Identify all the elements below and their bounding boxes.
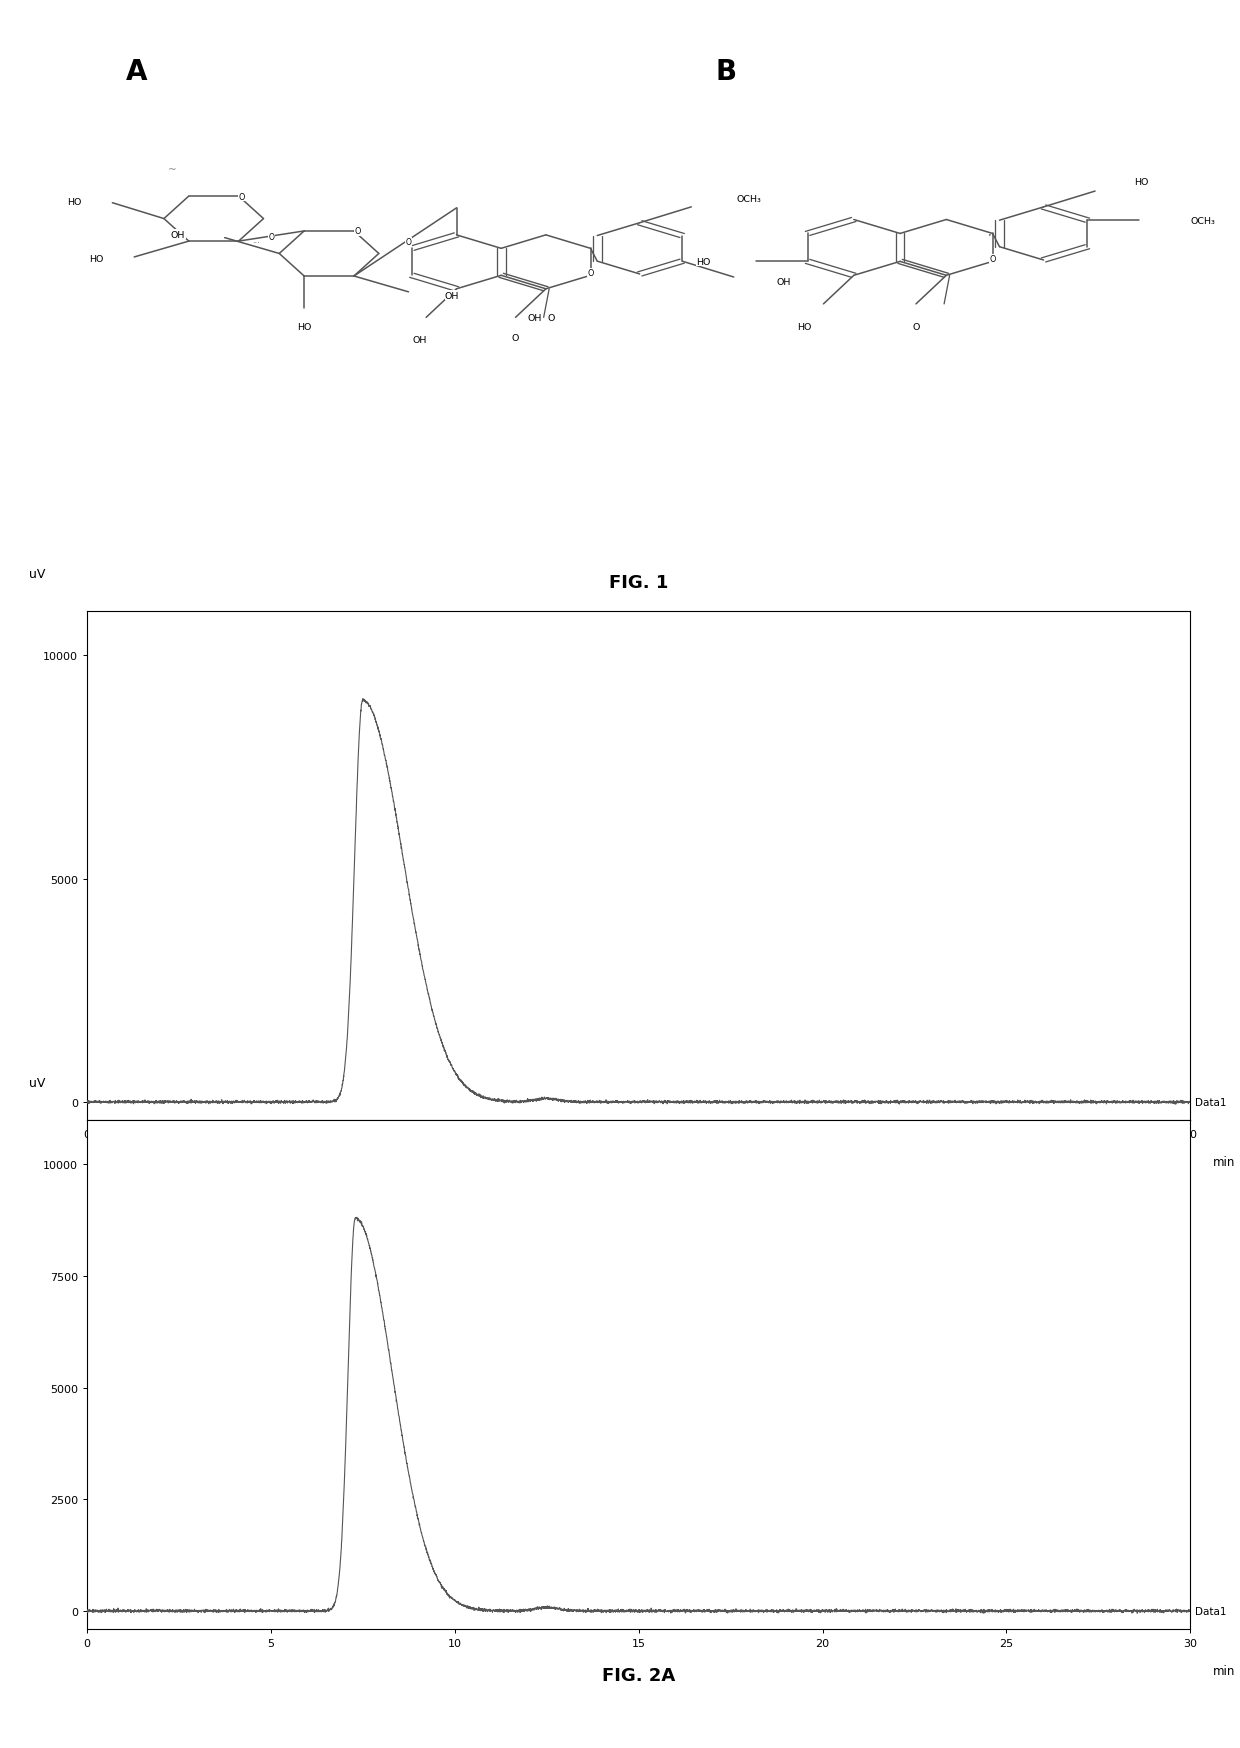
Text: FIG. 1: FIG. 1: [609, 573, 668, 591]
Text: O: O: [355, 227, 361, 236]
Text: O: O: [588, 269, 594, 278]
Text: HO: HO: [296, 323, 311, 332]
Text: Data1: Data1: [1194, 1098, 1226, 1106]
Text: uV: uV: [29, 1077, 46, 1089]
Text: O: O: [913, 322, 920, 332]
Text: HO: HO: [797, 322, 811, 332]
Text: min: min: [1213, 1155, 1235, 1169]
Text: OH: OH: [528, 313, 542, 323]
Text: ···: ···: [252, 239, 260, 248]
Text: OH: OH: [776, 278, 791, 287]
Text: HO: HO: [68, 198, 82, 206]
Text: O: O: [512, 334, 520, 343]
Text: OH: OH: [413, 336, 428, 344]
Text: HO: HO: [1135, 178, 1149, 187]
Text: OCH₃: OCH₃: [737, 196, 761, 205]
Text: FIG. 2A: FIG. 2A: [601, 1666, 676, 1683]
Text: B: B: [715, 58, 737, 86]
Text: HO: HO: [696, 257, 711, 267]
Text: O: O: [268, 232, 274, 241]
Text: O: O: [990, 255, 996, 264]
Text: OH: OH: [171, 231, 185, 239]
Text: uV: uV: [29, 568, 46, 580]
Text: ~: ~: [167, 164, 176, 175]
Text: O: O: [405, 238, 412, 246]
Text: O: O: [239, 192, 246, 201]
Text: min: min: [1213, 1664, 1235, 1678]
Text: OH: OH: [445, 292, 459, 301]
Text: HO: HO: [89, 255, 104, 264]
Text: OCH₃: OCH₃: [1190, 217, 1215, 225]
Text: O: O: [548, 313, 556, 323]
Text: A: A: [125, 58, 146, 86]
Text: Data1: Data1: [1194, 1606, 1226, 1615]
